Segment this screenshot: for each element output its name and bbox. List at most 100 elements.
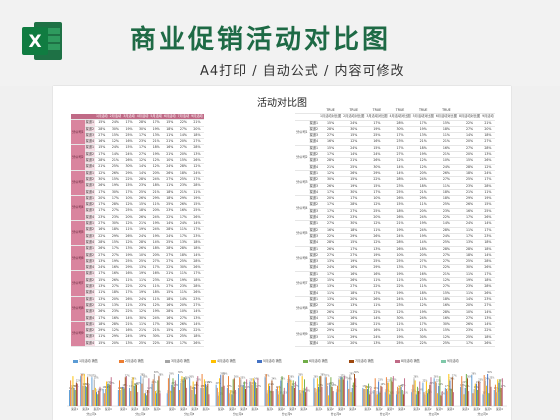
value-cell: 16% xyxy=(434,315,458,322)
value-cell: 22% xyxy=(122,176,136,183)
value-cell: 30% xyxy=(388,126,412,133)
chart-bar xyxy=(94,387,96,406)
value-cell: 22% xyxy=(434,264,458,272)
value-cell: 22% xyxy=(122,283,136,290)
value-cell: 25% xyxy=(190,207,204,215)
value-cell: 17% xyxy=(176,340,191,347)
category-tick-label: 渠道4 xyxy=(105,407,112,411)
value-cell: 19% xyxy=(135,289,150,297)
value-cell: 21% xyxy=(176,189,191,196)
chart-bar xyxy=(215,384,217,406)
value-cell: 19% xyxy=(149,126,163,133)
value-cell: 29% xyxy=(365,170,389,177)
value-cell: 19% xyxy=(411,220,435,228)
value-cell: 29% xyxy=(365,264,389,272)
table-row: 渠道3 26% 19% 15% 23% 18% 11% 23% 28% xyxy=(295,183,495,190)
bar-data-label: 16% xyxy=(103,386,108,389)
value-cell: 26% xyxy=(319,183,343,190)
value-cell: 11% xyxy=(388,321,412,328)
firm-cell: 分公司1 xyxy=(71,119,85,145)
value-cell: 17% xyxy=(457,233,482,240)
chart-bar xyxy=(433,378,435,406)
bar-data-label: 13% xyxy=(305,389,310,392)
value-cell: 29% xyxy=(95,327,109,334)
table-cell: TRUE xyxy=(434,108,458,114)
chart-bar xyxy=(384,392,386,406)
chart-bar xyxy=(206,386,208,406)
firm-cell: 分公司5 xyxy=(295,220,309,247)
category-tick-label: 渠道2 xyxy=(327,407,334,411)
value-cell: 11% xyxy=(434,132,458,139)
value-cell: 26% xyxy=(457,321,482,328)
bar-data-label: 17% xyxy=(445,385,450,388)
value-cell: 28% xyxy=(388,176,412,184)
value-cell: 19% xyxy=(388,271,412,278)
legend-label: 2月活动 销售 xyxy=(125,359,144,363)
value-cell: 27% xyxy=(95,252,109,259)
group-tick-label: 分公司5 xyxy=(282,412,292,416)
value-cell: 12% xyxy=(434,277,458,284)
chart-bar xyxy=(143,393,145,406)
legend-swatch xyxy=(119,359,124,363)
chart-bar xyxy=(92,390,94,406)
chart-bar xyxy=(282,394,284,406)
value-cell: 15% xyxy=(95,144,109,152)
channel-cell: 渠道3 xyxy=(84,207,95,215)
chart-bar xyxy=(488,393,490,406)
value-cell: 17% xyxy=(388,132,412,139)
chart-bar xyxy=(231,394,233,406)
value-cell: 17% xyxy=(342,195,366,202)
chart-bar xyxy=(412,384,414,406)
chart-bar xyxy=(132,377,134,406)
chart-bar xyxy=(364,388,366,406)
table-row: 渠道2 29% 12% 16% 21% 21% 15% 23% 22% xyxy=(71,327,204,334)
bar-data-label: 27% xyxy=(265,374,270,377)
value-cell: 16% xyxy=(162,144,177,152)
chart-bar xyxy=(439,376,441,406)
category-tick-label: 渠道3 xyxy=(436,407,443,411)
chart-bar xyxy=(328,395,330,406)
table-row: 渠道3 26% 23% 22% 12% 19% 28% 10% 14% xyxy=(295,309,495,316)
chart-bar xyxy=(99,386,101,406)
bar-data-label: 27% xyxy=(341,374,346,377)
value-cell: 27% xyxy=(342,208,366,215)
chart-bar xyxy=(71,387,73,406)
value-cell: 12% xyxy=(319,170,343,177)
value-cell: 14% xyxy=(457,296,482,303)
value-cell: 14% xyxy=(190,220,204,227)
chart-bar xyxy=(300,393,302,406)
chart-bar xyxy=(179,390,181,406)
chart-bar xyxy=(226,387,228,406)
chart-bar xyxy=(109,384,111,406)
value-cell: 27% xyxy=(108,207,123,215)
bar-data-label: 18% xyxy=(174,384,179,387)
category-tick-label: 渠道1 xyxy=(267,407,274,411)
bar-data-label: 16% xyxy=(365,386,370,389)
value-cell: 25% xyxy=(388,258,412,265)
chart-bar xyxy=(448,374,450,406)
table-cell: TRUE xyxy=(411,108,435,114)
table-row: 渠道4 17% 30% 17% 25% 21% 18% 21% 11% xyxy=(71,189,204,196)
legend-swatch xyxy=(165,359,170,363)
value-cell: 28% xyxy=(457,164,482,171)
value-cell: 11% xyxy=(135,321,150,328)
channel-cell: 渠道4 xyxy=(308,239,319,247)
table-row: 渠道4 24% 16% 29% 13% 17% 22% 30% 26% xyxy=(71,264,204,271)
channel-cell: 渠道2 xyxy=(84,226,95,234)
value-cell: 26% xyxy=(190,264,204,271)
value-cell: 17% xyxy=(95,201,109,208)
value-cell: 24% xyxy=(434,233,458,240)
value-cell: 20% xyxy=(319,195,343,202)
value-cell: 25% xyxy=(457,334,482,341)
chart-bar xyxy=(121,387,123,406)
value-cell: 15% xyxy=(108,239,123,246)
value-cell: 18% xyxy=(149,245,163,253)
legend-item: 7月活动 销售 xyxy=(349,358,374,363)
value-cell: 17% xyxy=(95,270,109,278)
legend-label: 4月活动 销售 xyxy=(217,359,236,363)
chart-bar xyxy=(140,376,142,406)
value-cell: 23% xyxy=(457,183,482,190)
header-banner: X 商业促销活动对比图 A4打印 / 自动公式 / 内容可修改 xyxy=(0,0,560,86)
chart-bar xyxy=(404,378,406,406)
chart-bar xyxy=(264,377,266,406)
